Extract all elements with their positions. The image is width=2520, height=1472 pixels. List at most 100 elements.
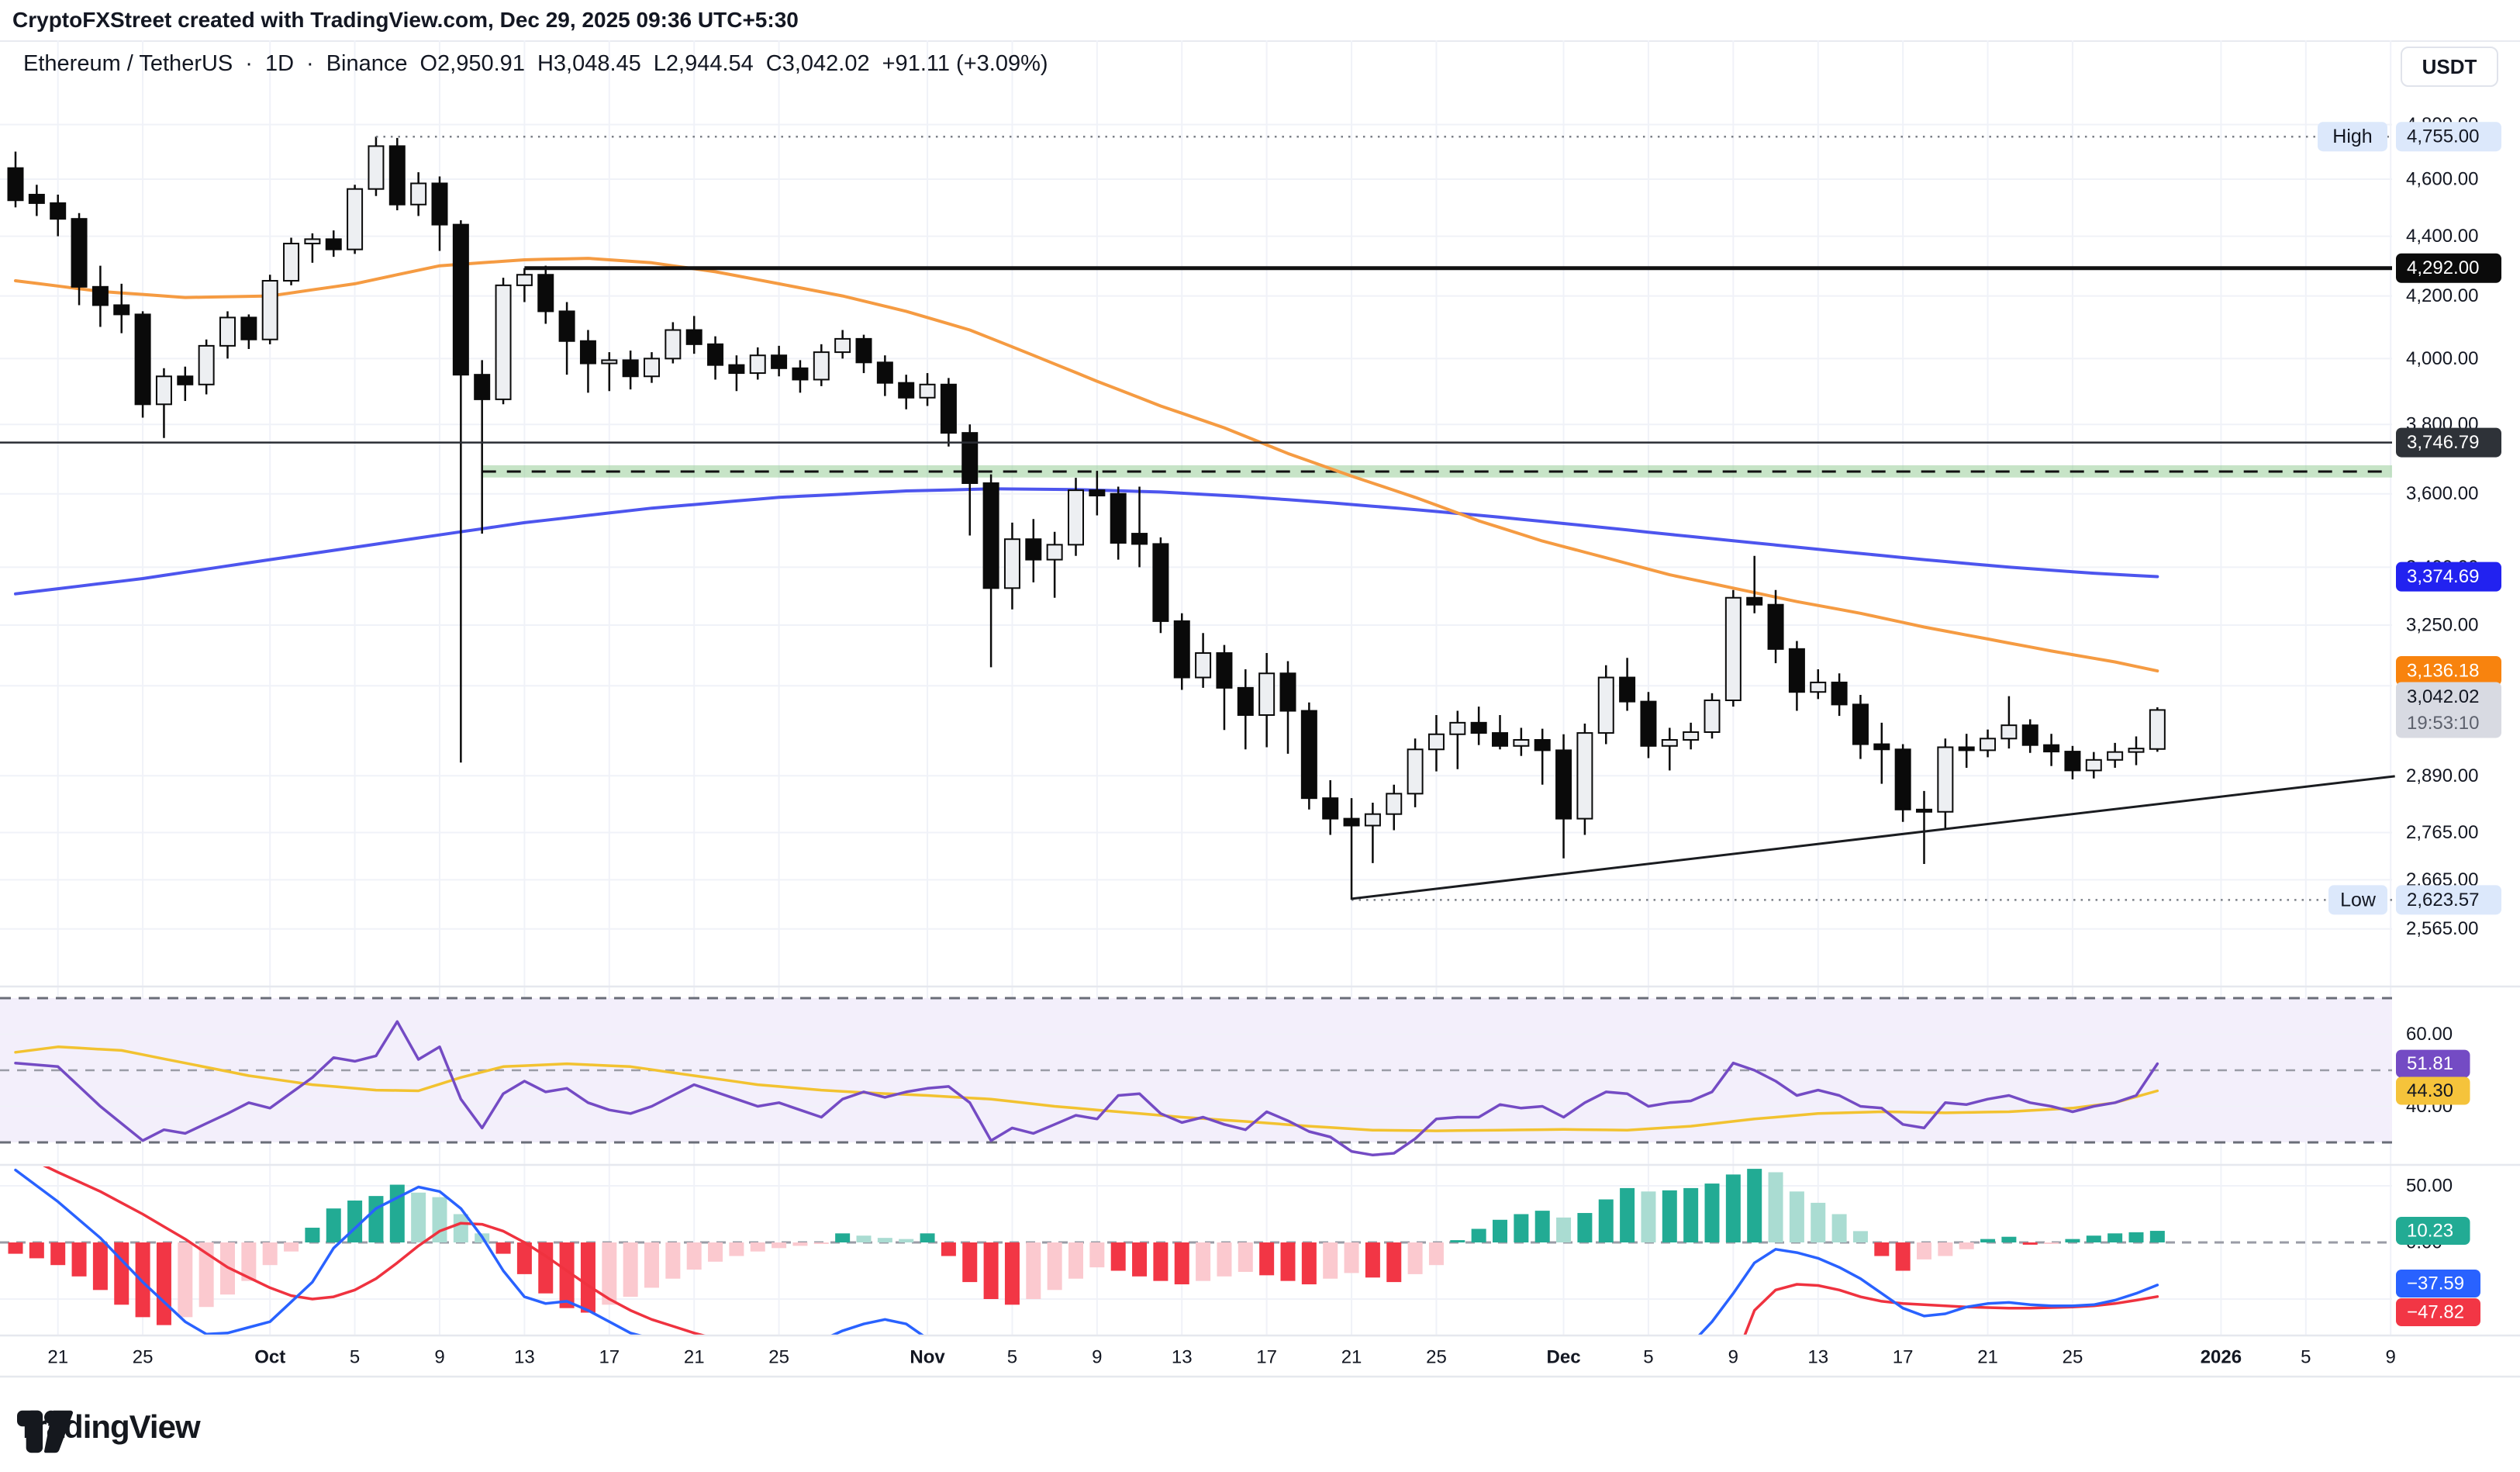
last-price-badge: 3,042.02 19:53:10 — [2396, 682, 2501, 738]
svg-text:3,042.02: 3,042.02 — [2407, 686, 2479, 707]
tradingview-logo[interactable]: TradingView — [17, 1408, 201, 1453]
rsi-axis-badges: 51.81 44.30 — [2396, 1049, 2470, 1105]
moving-averages — [14, 257, 2159, 673]
svg-text:3,600.00: 3,600.00 — [2406, 483, 2478, 504]
rsi-lines — [14, 1020, 2159, 1157]
svg-text:2,565.00: 2,565.00 — [2406, 918, 2478, 939]
svg-text:9: 9 — [1092, 1347, 1102, 1368]
svg-text:50.00: 50.00 — [2406, 1176, 2453, 1197]
svg-text:5: 5 — [1643, 1347, 1653, 1368]
candles-layer — [7, 136, 2166, 900]
rsi-value-badge: 51.81 — [2396, 1049, 2470, 1078]
ohlc-low: L2,944.54 — [653, 51, 754, 76]
svg-text:Oct: Oct — [254, 1347, 285, 1368]
svg-text:9: 9 — [1728, 1347, 1738, 1368]
interval-label[interactable]: 1D — [264, 51, 295, 76]
ma-200-line — [14, 487, 2159, 596]
svg-text:−37.59: −37.59 — [2407, 1273, 2464, 1294]
svg-text:25: 25 — [1426, 1347, 1447, 1368]
demand-zone — [482, 465, 2393, 478]
svg-text:21: 21 — [1341, 1347, 1362, 1368]
ohlc-high: H3,048.45 — [537, 51, 641, 76]
svg-text:5: 5 — [1007, 1347, 1017, 1368]
ohlc-close: C3,042.02 — [765, 51, 870, 76]
macd-hist-badge: 10.23 — [2396, 1217, 2470, 1245]
macd-histogram — [8, 1169, 2165, 1325]
svg-text:25: 25 — [133, 1347, 154, 1368]
symbol-legend[interactable]: Ethereum / TetherUS · 1D · Binance O2,95… — [23, 51, 1048, 77]
svg-text:25: 25 — [768, 1347, 789, 1368]
svg-text:2,765.00: 2,765.00 — [2406, 822, 2478, 843]
svg-text:Nov: Nov — [910, 1347, 945, 1368]
svg-text:17: 17 — [1893, 1347, 1914, 1368]
svg-text:4,755.00: 4,755.00 — [2407, 126, 2479, 147]
svg-text:19:53:10: 19:53:10 — [2407, 713, 2479, 734]
svg-text:3,250.00: 3,250.00 — [2406, 614, 2478, 635]
svg-text:13: 13 — [514, 1347, 535, 1368]
symbol-name[interactable]: Ethereum / TetherUS — [23, 51, 233, 76]
svg-text:9: 9 — [2386, 1347, 2396, 1368]
macd-axis-badges: 10.23 −37.59 −47.82 — [2396, 1217, 2480, 1326]
macd-line — [14, 1168, 2159, 1336]
resistance-badge: 4,292.00 — [2396, 253, 2501, 283]
svg-text:4,600.00: 4,600.00 — [2406, 169, 2478, 190]
macd-layer — [8, 1166, 2165, 1336]
legend-separator-1: · — [245, 51, 253, 76]
header-divider — [0, 40, 2520, 42]
svg-text:5: 5 — [2301, 1347, 2311, 1368]
ma200-badge: 3,374.69 — [2396, 562, 2501, 592]
svg-text:3,136.18: 3,136.18 — [2407, 660, 2479, 681]
high-marker: High — [2318, 122, 2387, 152]
currency-button[interactable]: USDT — [2401, 47, 2498, 87]
svg-text:2,890.00: 2,890.00 — [2406, 765, 2478, 786]
drawing-layer — [0, 135, 2395, 901]
macd-pane-decor: 50.000.00 — [0, 1176, 2453, 1300]
svg-text:5: 5 — [350, 1347, 360, 1368]
rsi-ma-line — [14, 1045, 2159, 1132]
svg-text:2026: 2026 — [2201, 1347, 2242, 1368]
svg-text:44.30: 44.30 — [2407, 1080, 2453, 1101]
svg-text:60.00: 60.00 — [2406, 1024, 2453, 1045]
svg-text:4,400.00: 4,400.00 — [2406, 226, 2478, 247]
low-price-badge: 2,623.57 — [2396, 885, 2501, 915]
ascending-trendline — [1351, 775, 2395, 900]
svg-text:4,200.00: 4,200.00 — [2406, 285, 2478, 306]
svg-text:High: High — [2332, 126, 2372, 147]
svg-text:4,000.00: 4,000.00 — [2406, 348, 2478, 369]
rsi-ma-value-badge: 44.30 — [2396, 1076, 2470, 1105]
svg-text:13: 13 — [1172, 1347, 1193, 1368]
legend-separator-2: · — [306, 51, 314, 76]
svg-text:10.23: 10.23 — [2407, 1221, 2453, 1242]
svg-text:Low: Low — [2340, 889, 2377, 910]
macd-line-badge: −37.59 — [2396, 1270, 2480, 1298]
svg-text:13: 13 — [1807, 1347, 1828, 1368]
svg-text:9: 9 — [434, 1347, 444, 1368]
svg-text:51.81: 51.81 — [2407, 1053, 2453, 1074]
ohlc-change: +91.11 (+3.09%) — [882, 51, 1048, 76]
svg-text:3,374.69: 3,374.69 — [2407, 566, 2479, 587]
exchange-label: Binance — [326, 51, 408, 76]
svg-text:17: 17 — [1256, 1347, 1277, 1368]
ohlc-open: O2,950.91 — [419, 51, 525, 76]
svg-text:2,623.57: 2,623.57 — [2407, 890, 2479, 910]
svg-text:21: 21 — [47, 1347, 68, 1368]
signal-line — [43, 1166, 2159, 1336]
svg-text:17: 17 — [599, 1347, 620, 1368]
rsi-line — [14, 1020, 2159, 1157]
svg-text:3,746.79: 3,746.79 — [2407, 432, 2479, 453]
time-axis-labels[interactable]: 21 25 Oct 5 9 13 17 21 25 Nov 5 9 13 17 21 25 Dec 5 9 13 17 2… — [47, 1347, 2396, 1368]
high-price-badge: 4,755.00 — [2396, 122, 2501, 152]
low-marker: Low — [2328, 885, 2387, 915]
svg-text:21: 21 — [684, 1347, 705, 1368]
svg-text:Dec: Dec — [1547, 1347, 1581, 1368]
svg-text:21: 21 — [1977, 1347, 1998, 1368]
pane-separators — [0, 985, 2520, 1378]
attribution-header: CryptoFXStreet created with TradingView.… — [12, 8, 799, 32]
svg-text:25: 25 — [2063, 1347, 2083, 1368]
macd-signal-badge: −47.82 — [2396, 1298, 2480, 1326]
ma50-badge: 3,136.18 — [2396, 655, 2501, 686]
svg-text:4,292.00: 4,292.00 — [2407, 257, 2479, 278]
tradingview-logo-icon — [17, 1410, 73, 1453]
price-axis-badges: 4,755.00 4,292.00 3,746.79 3,374.69 3,136.18… — [2318, 122, 2501, 915]
